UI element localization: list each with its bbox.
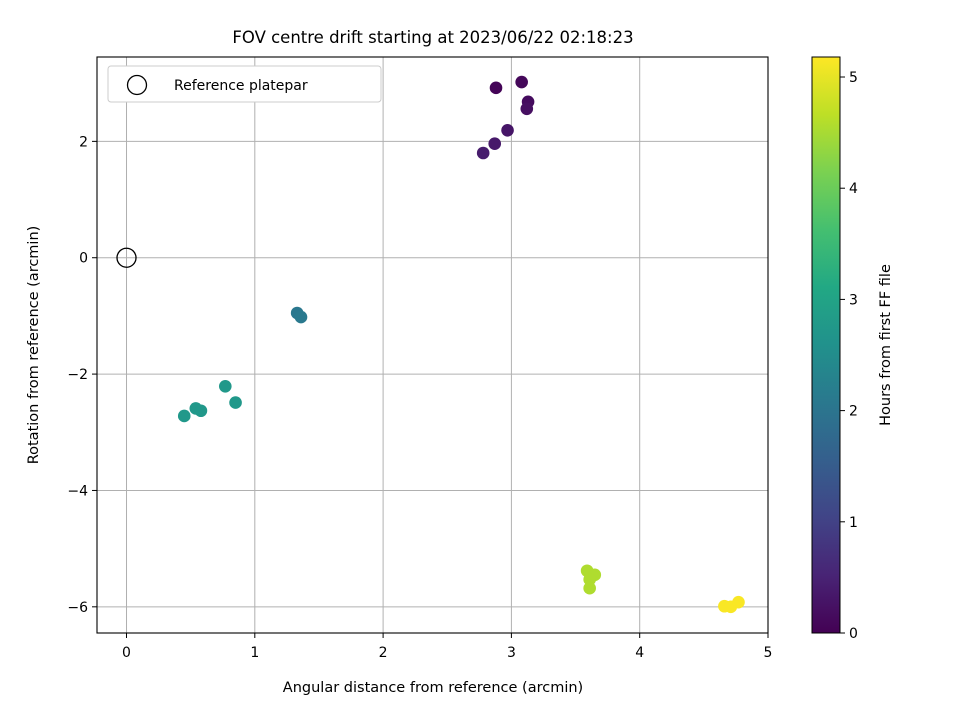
- x-tick-label: 0: [122, 645, 131, 661]
- colorbar-tick-label: 3: [849, 292, 858, 308]
- legend-box: [107, 65, 382, 103]
- colorbar-label: Hours from first FF file: [878, 264, 894, 426]
- colorbar-ticks: 0 1 2 3 4 5: [840, 70, 858, 642]
- data-point: [229, 396, 242, 409]
- data-point: [177, 409, 191, 423]
- x-axis-label: Angular distance from reference (arcmin): [283, 680, 583, 696]
- colorbar-gradient: [811, 56, 841, 634]
- colorbar-tick-label: 2: [849, 404, 858, 420]
- y-tick-label: −4: [67, 483, 88, 499]
- colorbar-tick-label: 5: [849, 70, 858, 86]
- legend-label: Reference platepar: [174, 78, 308, 94]
- x-tick-label: 5: [764, 645, 773, 661]
- x-tick-label: 2: [379, 645, 388, 661]
- y-axis-label: Rotation from reference (arcmin): [26, 226, 42, 465]
- x-tick-label: 3: [507, 645, 516, 661]
- data-point: [515, 75, 528, 89]
- data-point: [583, 581, 596, 595]
- colorbar-tick-label: 0: [849, 626, 858, 642]
- data-point: [488, 137, 502, 150]
- data-points: [116, 75, 745, 614]
- plot-frame: [96, 56, 769, 634]
- data-point: [501, 124, 514, 137]
- x-axis-ticks: 0 1 2 3 4 5: [122, 633, 772, 661]
- data-point: [489, 81, 503, 95]
- legend: Reference platepar: [107, 65, 382, 103]
- colorbar-tick-label: 4: [849, 181, 858, 197]
- data-point: [194, 404, 208, 418]
- legend-reference-marker-icon: [126, 74, 148, 96]
- y-tick-label: 2: [79, 134, 88, 150]
- data-point: [476, 146, 490, 160]
- data-point: [294, 310, 308, 324]
- y-tick-label: −2: [67, 367, 88, 383]
- colorbar: 0 1 2 3 4 5 Hours from first FF file: [811, 56, 894, 642]
- y-axis-ticks: 2 0 −2 −4 −6: [67, 134, 97, 616]
- x-tick-label: 1: [250, 645, 259, 661]
- x-tick-label: 4: [635, 645, 644, 661]
- y-tick-label: 0: [79, 251, 88, 267]
- colorbar-tick-label: 1: [849, 515, 858, 531]
- data-point: [732, 595, 745, 609]
- grid: [97, 57, 769, 633]
- data-point: [520, 102, 534, 116]
- chart-title: FOV centre drift starting at 2023/06/22 …: [232, 28, 633, 47]
- data-point: [583, 573, 596, 586]
- reference-platepar-marker: [116, 247, 137, 268]
- y-tick-label: −6: [67, 600, 88, 616]
- data-point: [218, 380, 232, 393]
